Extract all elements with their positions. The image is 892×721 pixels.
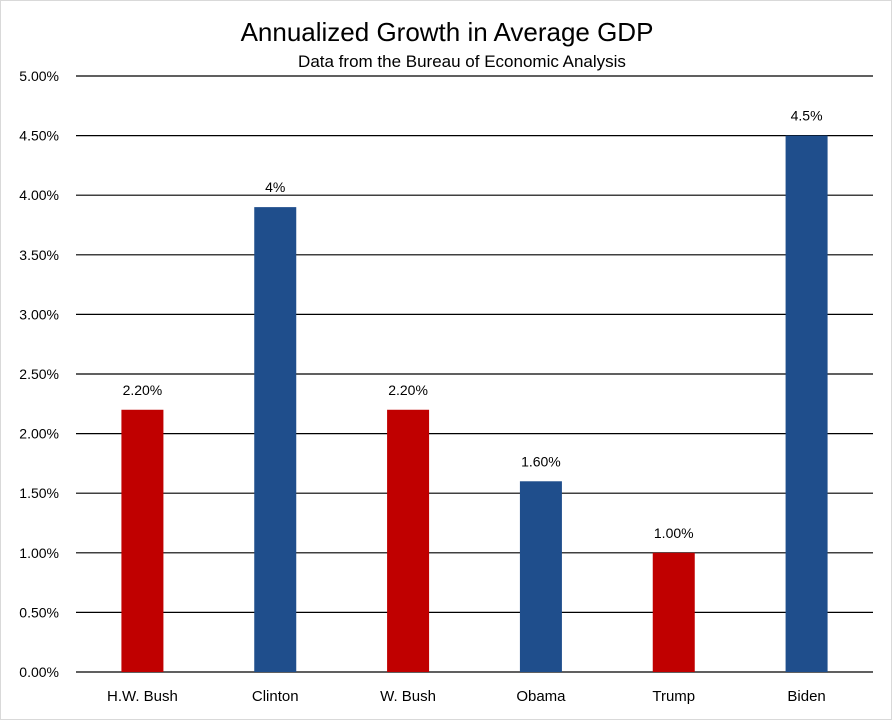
data-label: 1.60% (521, 453, 561, 469)
data-label: 4% (265, 179, 285, 195)
y-tick-label: 1.00% (19, 545, 59, 561)
y-tick-label: 4.00% (19, 187, 59, 203)
x-tick-label: Biden (787, 688, 825, 705)
x-tick-label: Obama (516, 688, 566, 705)
data-label: 1.00% (654, 525, 694, 541)
y-tick-label: 0.00% (19, 664, 59, 680)
y-tick-label: 1.50% (19, 485, 59, 501)
y-tick-label: 4.50% (19, 128, 59, 144)
y-tick-label: 3.00% (19, 306, 59, 322)
bar (121, 409, 164, 672)
bar (652, 552, 695, 672)
chart-title: Annualized Growth in Average GDP (240, 17, 654, 47)
chart-subtitle: Data from the Bureau of Economic Analysi… (298, 52, 626, 71)
y-tick-label: 0.50% (19, 604, 59, 620)
bar (785, 135, 828, 673)
x-tick-label: H.W. Bush (107, 688, 178, 705)
bar (519, 481, 562, 672)
data-label: 2.20% (388, 382, 428, 398)
y-tick-label: 5.00% (19, 68, 59, 84)
bar (254, 207, 297, 672)
x-tick-label: Trump (652, 688, 695, 705)
data-label: 2.20% (123, 382, 163, 398)
x-tick-label: Clinton (252, 688, 299, 705)
y-tick-label: 2.50% (19, 366, 59, 382)
y-tick-label: 3.50% (19, 247, 59, 263)
data-label: 4.5% (791, 108, 823, 124)
x-tick-label: W. Bush (380, 688, 436, 705)
y-tick-label: 2.00% (19, 426, 59, 442)
bar (387, 409, 430, 672)
